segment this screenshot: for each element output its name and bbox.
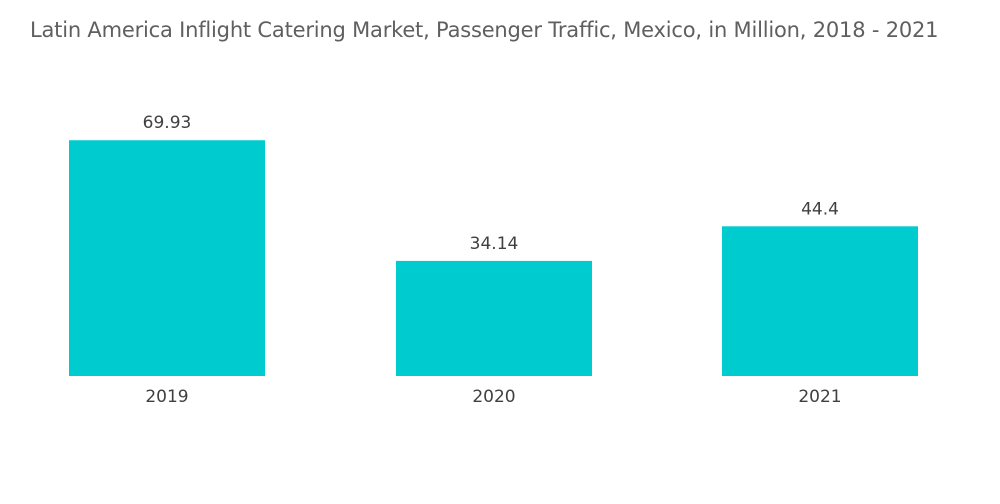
data-label-2020: 34.14 (470, 234, 519, 254)
data-label-2019: 69.93 (143, 113, 192, 133)
x-tick-label-2019: 2019 (145, 387, 188, 407)
x-tick-label-2020: 2020 (472, 387, 515, 407)
x-tick-label-2021: 2021 (798, 387, 841, 407)
bar-2019 (69, 140, 265, 376)
data-label-2021: 44.4 (801, 199, 839, 219)
chart-title: Latin America Inflight Catering Market, … (30, 18, 939, 42)
bar-2021 (722, 226, 918, 376)
bar-2020 (396, 260, 592, 376)
